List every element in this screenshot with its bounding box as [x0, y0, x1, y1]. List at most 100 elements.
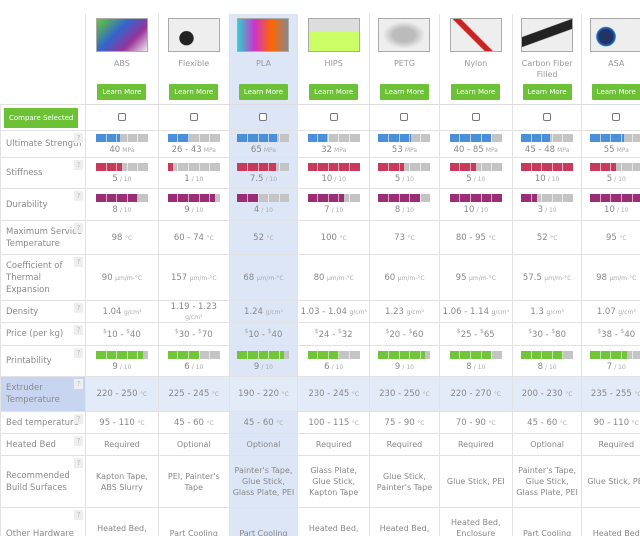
surfaces-cell: Glue Stick, Painter's Tape: [369, 455, 440, 508]
compare-checkbox[interactable]: [259, 112, 268, 121]
learn-more-button[interactable]: Learn More: [309, 84, 359, 100]
heated-bed-cell: Optional: [157, 433, 230, 456]
compare-checkbox[interactable]: [543, 112, 552, 121]
strength-bar: [167, 133, 220, 142]
bar-segment: [200, 350, 211, 359]
bar-segment: [117, 133, 128, 142]
help-icon[interactable]: ?: [73, 414, 83, 424]
compare-checkbox[interactable]: [189, 112, 198, 121]
cte-cell: 57.5 µm/m-°C: [511, 254, 583, 301]
durability-unit: / 10: [545, 207, 557, 214]
compare-checkbox[interactable]: [471, 112, 480, 121]
durability-unit: / 10: [331, 207, 344, 214]
strength-cell: 40 - 85 MPa: [438, 130, 513, 158]
bar-segment: [601, 350, 612, 359]
compare-checkbox[interactable]: [612, 112, 621, 121]
extruder-value: 230 - 245: [308, 389, 350, 399]
row-label-stiffness: Stiffness?: [0, 157, 86, 189]
learn-more-button[interactable]: Learn More: [591, 84, 640, 100]
bar-segment: [248, 350, 259, 359]
extruder-row: Extruder Temperature? 220 - 250 °C 225 - 2…: [0, 376, 640, 412]
bar-segment: [200, 194, 211, 202]
bar-segment: [410, 162, 421, 171]
stiffness-bar-fill: [378, 162, 405, 171]
help-icon[interactable]: ?: [73, 510, 83, 520]
compare-checkbox[interactable]: [117, 112, 126, 121]
bar-segment: [460, 133, 471, 142]
unit-label: °C: [206, 419, 214, 427]
help-icon[interactable]: ?: [73, 191, 83, 201]
bar-segment: [259, 133, 270, 142]
help-icon[interactable]: ?: [73, 257, 83, 267]
learn-more-button[interactable]: Learn More: [451, 84, 501, 100]
currency-symbol: $: [244, 328, 249, 336]
bed-value: 95 - 110: [99, 417, 135, 428]
bar-segment: [633, 194, 640, 202]
help-icon[interactable]: ?: [73, 160, 83, 170]
durability-value: 8 / 10: [88, 205, 156, 215]
help-icon[interactable]: ?: [73, 458, 83, 468]
learn-more-button[interactable]: Learn More: [238, 84, 289, 100]
compare-checkbox[interactable]: [329, 112, 338, 121]
unit-label: g/cm³: [265, 308, 283, 316]
stiffness-bar: [167, 162, 220, 171]
bar-segment: [450, 194, 461, 202]
strength-unit: MPa: [203, 146, 216, 154]
learn-more-button[interactable]: Learn More: [169, 84, 219, 100]
learn-more-button[interactable]: Learn More: [97, 84, 147, 100]
printability-unit: / 10: [119, 363, 132, 371]
learn-more-button[interactable]: Learn More: [379, 84, 430, 100]
unit-label: µm/m-°C: [397, 274, 425, 282]
bar-segment: [542, 194, 553, 202]
printability-number: 8: [466, 361, 472, 372]
printability-bar: [237, 350, 290, 359]
durability-bar-fill: [449, 194, 502, 202]
max_temp-value: 60 - 74: [173, 232, 204, 243]
bed-value: 75 - 90: [384, 417, 415, 428]
unit-label: µm/m-°C: [469, 274, 496, 282]
bed-cell: 95 - 110 °C: [84, 411, 159, 434]
bar-segment: [421, 134, 431, 142]
help-icon[interactable]: ?: [73, 303, 83, 313]
stiffness-cell: 10 / 10: [511, 157, 583, 189]
strength-bar-fill: [378, 133, 411, 142]
bar-segment: [189, 133, 200, 142]
help-icon[interactable]: ?: [73, 436, 83, 446]
bar-segment: [248, 162, 259, 171]
bar-segment: [400, 133, 411, 142]
help-icon[interactable]: ?: [73, 348, 83, 358]
stiffness-bar: [237, 162, 290, 171]
compare-selected-button[interactable]: Compare Selected: [4, 107, 79, 128]
bar-segment: [532, 350, 543, 359]
row-label-strength: Ultimate Strength?: [0, 130, 86, 158]
help-icon[interactable]: ?: [73, 223, 83, 233]
strength-number: 45 - 48: [524, 144, 556, 155]
strength-unit: MPa: [404, 146, 418, 154]
material-header: Carbon Fiber Filled Learn More: [511, 14, 583, 105]
bar-segment: [389, 350, 400, 359]
bar-segment: [138, 351, 148, 359]
help-icon[interactable]: ?: [73, 379, 83, 389]
printability-unit: / 10: [614, 363, 626, 371]
bar-segment: [128, 194, 139, 202]
extruder-value: 230 - 250: [379, 389, 421, 399]
bar-segment: [521, 194, 532, 202]
help-icon[interactable]: ?: [73, 133, 83, 143]
hardware-value: Part Cooling: [239, 529, 288, 536]
strength-number: 32: [321, 144, 332, 155]
stiffness-bar: [449, 162, 502, 171]
durability-unit: / 10: [191, 207, 204, 214]
bar-segment: [400, 194, 411, 202]
bar-segment: [350, 194, 360, 202]
material-name: HIPS: [324, 59, 343, 68]
bar-segment: [563, 194, 573, 202]
bar-segment: [259, 162, 270, 171]
help-icon[interactable]: ?: [73, 325, 83, 335]
surfaces-cell: Kapton Tape, ABS Slurry: [84, 455, 159, 508]
strength-bar-fill: [237, 133, 277, 142]
learn-more-button[interactable]: Learn More: [522, 84, 572, 100]
bar-segment: [521, 162, 532, 171]
bar-segment: [189, 350, 200, 359]
compare-checkbox[interactable]: [400, 112, 409, 121]
cte-value: 95: [455, 272, 467, 283]
